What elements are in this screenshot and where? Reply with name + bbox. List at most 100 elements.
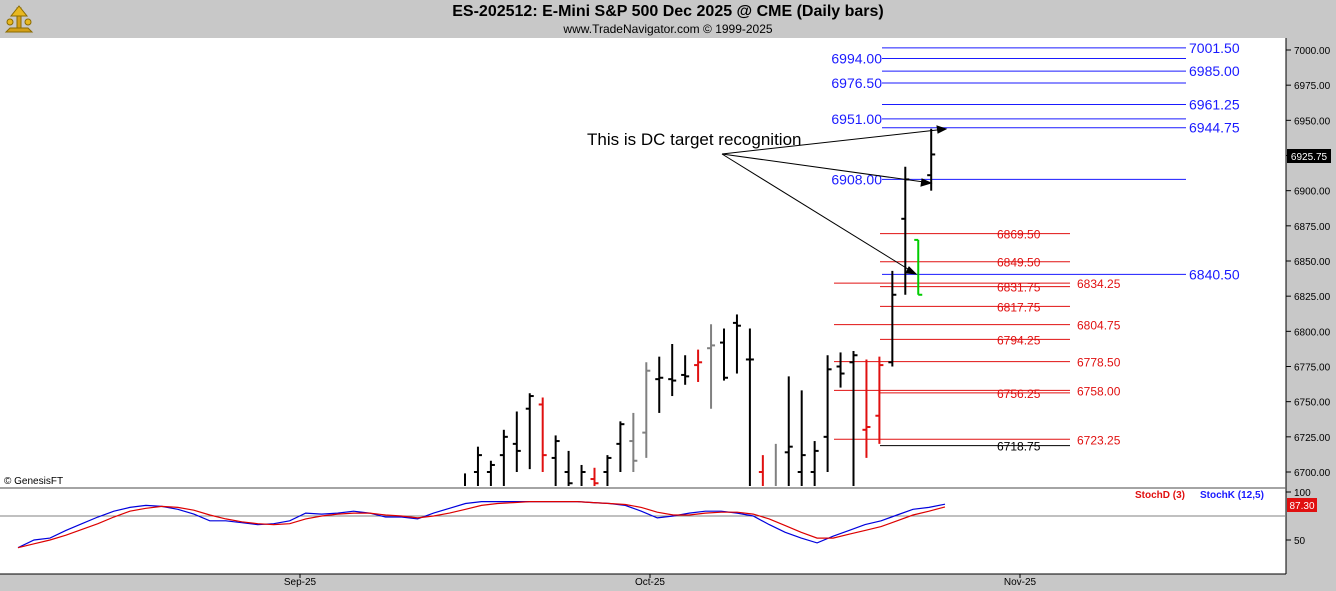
level-label: 6951.00 (831, 111, 882, 127)
ohlc-bar (629, 412, 638, 472)
price-bars (464, 128, 936, 486)
y-tick-label: 7000.00 (1294, 46, 1331, 57)
ohlc-bar (810, 441, 819, 486)
time-x-axis: Sep-25 Oct-25 Nov-25 (284, 574, 1037, 588)
level-label: 6718.75 (997, 440, 1041, 454)
level-label: 7001.50 (1189, 40, 1240, 56)
ohlc-bar (720, 328, 728, 381)
ohlc-bar (499, 429, 508, 486)
stochd-legend: StochD (3) (1135, 490, 1185, 501)
ohlc-bar (580, 464, 586, 486)
level-label: 6849.50 (997, 256, 1041, 270)
level-label: 6976.50 (831, 75, 882, 91)
ohlc-bar (681, 355, 690, 385)
ohlc-bar (836, 352, 845, 388)
chart-subtitle: www.TradeNavigator.com © 1999-2025 (563, 22, 773, 36)
right-axis-area (1286, 38, 1336, 574)
y-tick-label: 6900.00 (1294, 187, 1331, 198)
y-tick-label: 6825.00 (1294, 292, 1331, 303)
level-label: 6908.00 (831, 171, 882, 187)
y-tick-label: 6775.00 (1294, 363, 1331, 374)
y-tick-label: 6750.00 (1294, 398, 1331, 409)
trade-navigator-logo-icon (2, 2, 36, 36)
stochastic-panel: 100 50 (0, 488, 1311, 549)
ohlc-bar (616, 421, 625, 472)
y-tick-label: 6950.00 (1294, 116, 1331, 127)
level-lines: 7001.50 6994.00 6985.00 6976.50 6961.25 6951.… (831, 40, 1239, 454)
ohlc-bar (823, 355, 832, 472)
ohlc-bar (564, 450, 573, 486)
level-label: 6778.50 (1077, 356, 1121, 370)
level-label: 6723.25 (1077, 433, 1121, 447)
ohlc-bar (551, 435, 560, 486)
annotation-arrowhead-3 (905, 266, 918, 275)
annotation-arrow-3 (721, 153, 917, 275)
chart-header: ES-202512: E-Mini S&P 500 Dec 2025 @ CME… (0, 0, 1336, 38)
y-tick-label: 6800.00 (1294, 327, 1331, 338)
x-tick-label: Nov-25 (1004, 577, 1037, 588)
annotation-arrow-1 (721, 128, 947, 155)
y-tick-label: 6975.00 (1294, 81, 1331, 92)
level-label: 6794.25 (997, 333, 1041, 347)
level-label: 6804.75 (1077, 319, 1121, 333)
ohlc-bar (642, 362, 651, 458)
ohlc-bar (538, 397, 547, 472)
level-label: 6840.50 (1189, 266, 1240, 282)
level-label: 6985.00 (1189, 63, 1240, 79)
stochd-line (17, 501, 946, 549)
y-tick-label: 6875.00 (1294, 222, 1331, 233)
watermark: © GenesisFT (4, 476, 63, 487)
ohlc-bar (603, 455, 612, 486)
annotation-text: This is DC target recognition (587, 130, 801, 149)
level-label: 6869.50 (997, 228, 1041, 242)
level-label: 6961.25 (1189, 97, 1240, 113)
ohlc-bar (473, 446, 482, 486)
ohlc-bar (797, 390, 806, 486)
ohlc-bar (758, 455, 764, 486)
ohlc-bar (486, 460, 495, 486)
ohlc-bar (694, 349, 703, 382)
ohlc-bar (927, 128, 936, 191)
x-tick-label: Oct-25 (635, 577, 665, 588)
stochk-line (17, 501, 946, 549)
ohlc-bar (888, 270, 897, 367)
stoch-value-label: 87.30 (1289, 501, 1314, 512)
ohlc-bar (655, 356, 664, 413)
ohlc-bar (707, 324, 716, 409)
level-label: 6758.00 (1077, 384, 1121, 398)
ohlc-bar (914, 238, 923, 296)
x-tick-label: Sep-25 (284, 577, 317, 588)
ohlc-bar (875, 356, 884, 444)
last-price-label: 6925.75 (1291, 152, 1328, 163)
ohlc-bar (590, 467, 599, 486)
level-label: 6756.25 (997, 387, 1041, 401)
last-price-badge (1287, 149, 1331, 163)
annotation-arrow-2 (721, 153, 932, 184)
stoch-y-tick-label: 50 (1294, 536, 1306, 547)
annotation-arrowhead-2 (920, 178, 933, 187)
ohlc-bar (862, 359, 871, 458)
price-plot-area (0, 38, 1286, 487)
ohlc-bar (745, 328, 754, 486)
stoch-y-tick-label: 100 (1294, 488, 1311, 499)
ohlc-bar (849, 351, 858, 486)
level-label: 6817.75 (997, 300, 1041, 314)
stochk-legend: StochK (12,5) (1200, 490, 1264, 501)
chart-title: ES-202512: E-Mini S&P 500 Dec 2025 @ CME… (452, 3, 884, 20)
ohlc-bar (525, 393, 534, 470)
y-tick-label: 6725.00 (1294, 433, 1331, 444)
level-label: 6944.75 (1189, 120, 1240, 136)
ohlc-bar (512, 411, 521, 472)
annotation-arrows (721, 125, 948, 275)
ohlc-bar (732, 314, 741, 374)
annotation-arrowhead-1 (936, 125, 948, 134)
level-label: 6831.75 (997, 281, 1041, 295)
level-label: 6994.00 (831, 50, 882, 66)
y-tick-label: 6850.00 (1294, 257, 1331, 268)
ohlc-bar (668, 343, 677, 397)
y-tick-label: 6700.00 (1294, 468, 1331, 479)
level-label: 6834.25 (1077, 277, 1121, 291)
stoch-plot-area (0, 489, 1286, 574)
ohlc-bar (784, 376, 793, 486)
